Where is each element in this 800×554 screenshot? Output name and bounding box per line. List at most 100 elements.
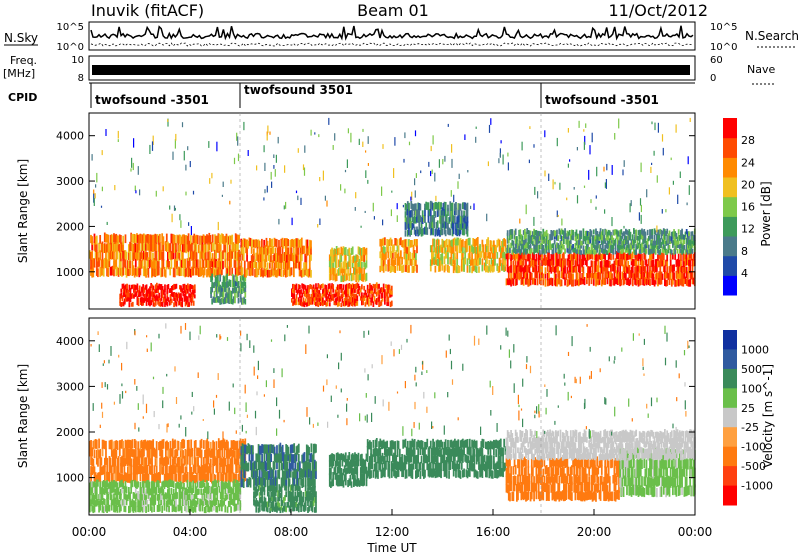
power-cell xyxy=(245,244,247,254)
power-cell xyxy=(464,134,466,140)
velocity-cell xyxy=(269,444,271,455)
power-cell xyxy=(561,243,564,250)
y-tick-label: 3000 xyxy=(56,175,84,188)
power-cell xyxy=(558,258,561,267)
power-cell xyxy=(380,244,383,253)
power-cell xyxy=(451,158,453,168)
power-cell xyxy=(146,297,149,303)
power-cell xyxy=(643,247,646,253)
power-cell xyxy=(457,214,460,222)
power-cell xyxy=(355,192,357,199)
velocity-cell xyxy=(264,469,267,479)
power-cell xyxy=(261,259,263,268)
power-cell xyxy=(581,253,584,262)
velocity-cell xyxy=(219,499,222,507)
velocity-cell xyxy=(200,499,203,506)
y-tick-label: 1000 xyxy=(56,266,84,279)
power-cell xyxy=(156,282,158,289)
power-cell xyxy=(391,190,393,193)
power-cell xyxy=(168,288,171,293)
power-cell xyxy=(468,264,471,273)
power-cell xyxy=(433,208,436,216)
power-cell xyxy=(556,252,558,260)
power-cell xyxy=(263,197,265,201)
power-cell xyxy=(233,243,236,253)
power-cell xyxy=(651,228,654,236)
velocity-cell xyxy=(231,474,234,483)
power-cell xyxy=(672,180,674,185)
velocity-cell xyxy=(158,442,160,451)
power-cell xyxy=(651,243,654,250)
velocity-cell xyxy=(142,498,145,505)
power-cell xyxy=(162,242,165,252)
power-cell xyxy=(128,293,131,298)
power-cell xyxy=(441,252,444,259)
velocity-cell xyxy=(292,471,294,480)
power-cell xyxy=(623,234,626,241)
velocity-cell xyxy=(226,472,228,482)
power-cell xyxy=(266,131,268,136)
power-cell xyxy=(161,267,164,277)
power-cell xyxy=(161,233,164,244)
power-cell xyxy=(535,239,538,246)
power-cell xyxy=(491,251,494,259)
power-cell xyxy=(678,248,681,254)
power-cell xyxy=(224,235,227,245)
velocity-cell xyxy=(203,494,206,501)
power-cell xyxy=(190,269,192,278)
power-cell xyxy=(378,290,380,295)
velocity-cell xyxy=(188,494,191,501)
power-cell xyxy=(466,228,469,237)
power-cell xyxy=(654,240,657,246)
power-cell xyxy=(507,247,510,253)
power-cell xyxy=(344,169,347,173)
power-cell xyxy=(676,270,679,278)
power-cell xyxy=(384,257,386,265)
power-cell xyxy=(566,243,569,249)
power-cell xyxy=(186,258,189,268)
power-cell xyxy=(207,242,209,252)
power-cell xyxy=(608,271,611,279)
power-cell xyxy=(331,294,333,299)
power-cell xyxy=(569,264,572,273)
velocity-cell xyxy=(157,480,160,488)
power-cell xyxy=(390,239,393,246)
power-cell xyxy=(674,235,677,242)
power-cell xyxy=(561,236,564,241)
power-cell xyxy=(628,244,631,250)
power-cell xyxy=(208,260,211,269)
power-cell xyxy=(308,285,310,290)
power-cell xyxy=(604,265,607,272)
velocity-cell xyxy=(281,463,284,472)
power-cell xyxy=(657,245,659,251)
velocity-cell xyxy=(193,498,196,505)
power-cell xyxy=(207,265,209,276)
power-cell xyxy=(177,292,180,299)
power-cell xyxy=(187,288,189,294)
power-cell xyxy=(676,258,679,266)
power-cell xyxy=(653,244,656,250)
power-cell xyxy=(688,185,690,195)
power-cell xyxy=(548,279,550,286)
power-cell xyxy=(274,238,277,247)
power-cell xyxy=(366,295,369,302)
power-cell xyxy=(208,241,211,251)
power-cell xyxy=(114,259,117,270)
power-cell xyxy=(563,265,565,273)
velocity-cell xyxy=(137,505,139,513)
power-cell xyxy=(309,296,312,303)
power-cell xyxy=(406,208,409,216)
power-cell xyxy=(598,272,601,281)
velocity-cell xyxy=(315,461,317,472)
power-cell xyxy=(676,236,679,242)
power-cell xyxy=(138,289,141,295)
velocity-cell xyxy=(254,460,257,470)
power-cell xyxy=(153,302,156,307)
power-cell xyxy=(541,238,543,244)
power-cell xyxy=(189,293,192,299)
power-cell xyxy=(264,162,266,171)
velocity-cell xyxy=(258,484,261,491)
power-cell xyxy=(642,230,644,236)
power-cell xyxy=(555,273,557,280)
velocity-cell xyxy=(303,468,306,478)
